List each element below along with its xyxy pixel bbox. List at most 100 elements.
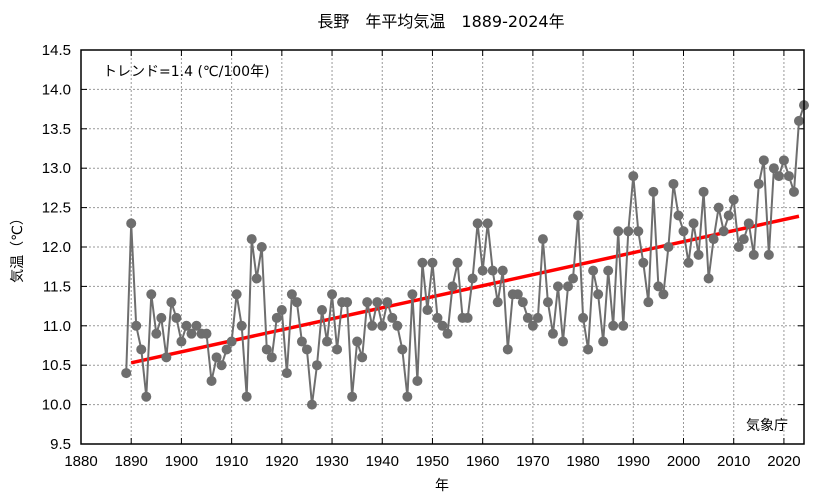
- data-point: [156, 312, 167, 323]
- data-point: [743, 218, 754, 229]
- data-point: [442, 328, 453, 339]
- data-point: [603, 265, 614, 276]
- data-point: [502, 344, 513, 355]
- data-point: [392, 320, 403, 331]
- data-point: [146, 289, 157, 300]
- y-tick-label: 13.5: [42, 121, 71, 138]
- data-point: [136, 344, 147, 355]
- data-point: [477, 265, 488, 276]
- data-point: [512, 289, 523, 300]
- chart-title: 長野 年平均気温 1889-2024年: [317, 12, 564, 31]
- data-point: [472, 218, 483, 229]
- data-point: [286, 289, 297, 300]
- data-point: [517, 297, 528, 308]
- data-point: [783, 171, 794, 182]
- data-point: [748, 249, 759, 260]
- data-point: [573, 210, 584, 221]
- x-tick-label: 1950: [416, 453, 449, 470]
- data-point: [437, 320, 448, 331]
- data-point: [367, 320, 378, 331]
- data-point: [558, 336, 568, 347]
- data-point: [678, 226, 689, 237]
- data-point: [608, 320, 619, 331]
- data-point: [537, 234, 548, 245]
- data-point: [276, 305, 287, 316]
- data-point: [663, 242, 674, 252]
- data-point: [332, 344, 343, 355]
- data-point: [638, 257, 649, 268]
- data-point: [452, 257, 463, 268]
- data-point: [648, 186, 659, 197]
- data-point: [467, 273, 478, 284]
- data-point: [171, 312, 182, 323]
- data-point: [492, 297, 503, 308]
- y-tick-label: 12.0: [42, 239, 71, 256]
- y-tick-label: 12.5: [42, 200, 71, 217]
- y-tick-label: 10.0: [42, 397, 71, 414]
- data-point: [191, 320, 202, 331]
- y-tick-label: 11.5: [43, 278, 71, 295]
- data-point: [653, 281, 664, 292]
- y-tick-label: 10.5: [42, 357, 71, 374]
- data-point: [497, 265, 508, 276]
- data-point: [552, 281, 563, 292]
- data-point: [327, 289, 338, 300]
- x-axis-title: 年: [435, 478, 449, 494]
- data-point: [628, 171, 639, 182]
- x-tick-label: 1960: [466, 453, 499, 470]
- data-point: [251, 273, 262, 284]
- data-point: [643, 297, 654, 308]
- data-point: [166, 297, 177, 308]
- data-point: [728, 194, 739, 205]
- data-point: [322, 336, 333, 347]
- data-point: [593, 289, 604, 300]
- x-tick-label: 1880: [64, 453, 97, 470]
- data-point: [547, 328, 558, 339]
- data-point: [633, 226, 644, 237]
- data-point: [256, 242, 267, 252]
- data-point: [382, 297, 393, 308]
- data-point: [698, 186, 709, 197]
- data-point: [738, 234, 749, 245]
- data-point: [181, 320, 192, 331]
- data-point: [347, 391, 358, 402]
- data-point: [412, 375, 423, 386]
- data-point: [271, 312, 282, 323]
- x-axis: 1880 1890 1900 1910 1920 1930 1940 1950 1960 1970…: [64, 50, 801, 470]
- data-point: [397, 344, 408, 355]
- y-tick-label: 14.0: [42, 81, 71, 98]
- grid: [81, 50, 804, 444]
- data-point: [788, 186, 799, 197]
- data-point: [417, 257, 428, 268]
- data-point: [793, 115, 804, 126]
- data-point: [362, 297, 373, 308]
- data-point: [407, 289, 418, 300]
- plot-frame: [80, 49, 805, 445]
- data-point: [688, 218, 699, 229]
- data-point: [658, 289, 669, 300]
- data-point: [211, 352, 222, 363]
- x-tick-label: 1910: [215, 453, 248, 470]
- data-point: [733, 242, 744, 252]
- data-point: [186, 328, 197, 339]
- data-point: [241, 391, 252, 402]
- data-point: [623, 226, 634, 237]
- data-point: [768, 163, 779, 174]
- data-point: [758, 155, 769, 166]
- data-point: [301, 344, 312, 355]
- data-point: [527, 320, 538, 331]
- data-point: [673, 210, 684, 221]
- x-tick-label: 1980: [566, 453, 599, 470]
- y-tick-label: 13.0: [42, 160, 71, 177]
- data-point: [281, 368, 292, 379]
- data-point: [402, 391, 413, 402]
- data-point: [773, 171, 784, 182]
- data-point: [522, 312, 533, 323]
- y-axis: 9.5 10.0 10.5 11.0 11.5 12.0 12.5 13.0 13.5 14.0 1…: [42, 42, 804, 453]
- data-point: [141, 391, 152, 402]
- data-point: [598, 336, 609, 347]
- data-point: [568, 273, 579, 284]
- data-point: [563, 281, 574, 292]
- trend-annotation: トレンド=1.4 (℃/100年): [103, 64, 270, 80]
- data-point: [372, 297, 383, 308]
